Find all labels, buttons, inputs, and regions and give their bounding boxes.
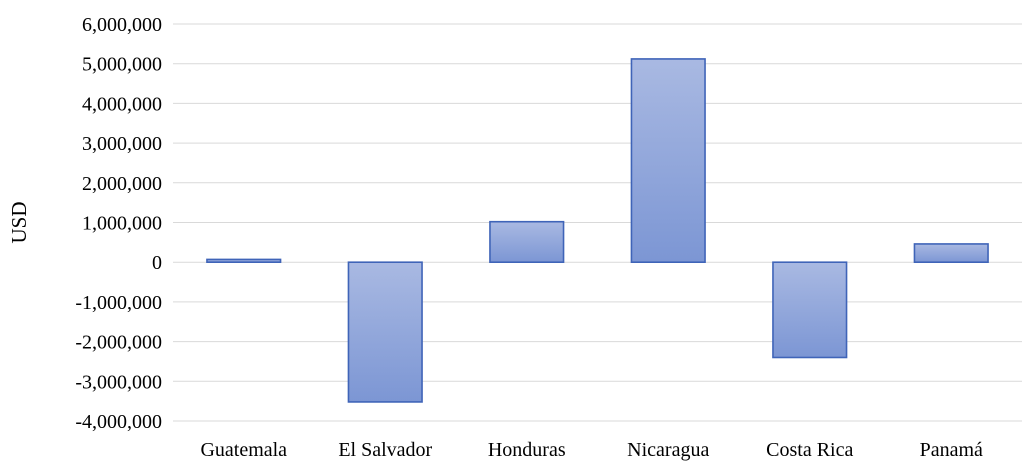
- x-tick-label: Guatemala: [200, 439, 287, 461]
- y-tick-label: -3,000,000: [75, 371, 162, 393]
- x-tick-label: Honduras: [488, 439, 566, 461]
- y-tick-label: -4,000,000: [75, 411, 162, 433]
- y-axis-tick-labels: 6,000,000 5,000,000 4,000,000 3,000,000 2,00…: [75, 14, 162, 433]
- y-tick-label: 3,000,000: [82, 133, 162, 155]
- y-tick-label: 6,000,000: [82, 14, 162, 36]
- y-tick-label: 4,000,000: [82, 93, 162, 115]
- bar-honduras: [489, 220, 565, 263]
- x-tick-label: Panamá: [920, 439, 983, 461]
- y-tick-label: 2,000,000: [82, 173, 162, 195]
- bar-costa-rica: [772, 261, 848, 359]
- bars: [206, 58, 989, 403]
- y-tick-label: -2,000,000: [75, 332, 162, 354]
- x-axis-tick-labels: Guatemala El Salvador Honduras Nicaragua Cos…: [200, 439, 983, 461]
- x-tick-label: Costa Rica: [766, 439, 853, 461]
- x-tick-label: Nicaragua: [627, 439, 709, 461]
- y-tick-label: 0: [152, 252, 162, 274]
- y-tick-label: -1,000,000: [75, 292, 162, 314]
- y-tick-label: 5,000,000: [82, 54, 162, 76]
- bar-panamá: [913, 243, 989, 264]
- bar-guatemala: [206, 258, 282, 263]
- y-axis-title: USD: [7, 201, 31, 243]
- y-tick-label: 1,000,000: [82, 213, 162, 235]
- bar-el-salvador: [347, 261, 423, 403]
- gridlines: [173, 23, 1022, 422]
- bar-nicaragua: [630, 58, 706, 263]
- x-tick-label: El Salvador: [338, 439, 432, 461]
